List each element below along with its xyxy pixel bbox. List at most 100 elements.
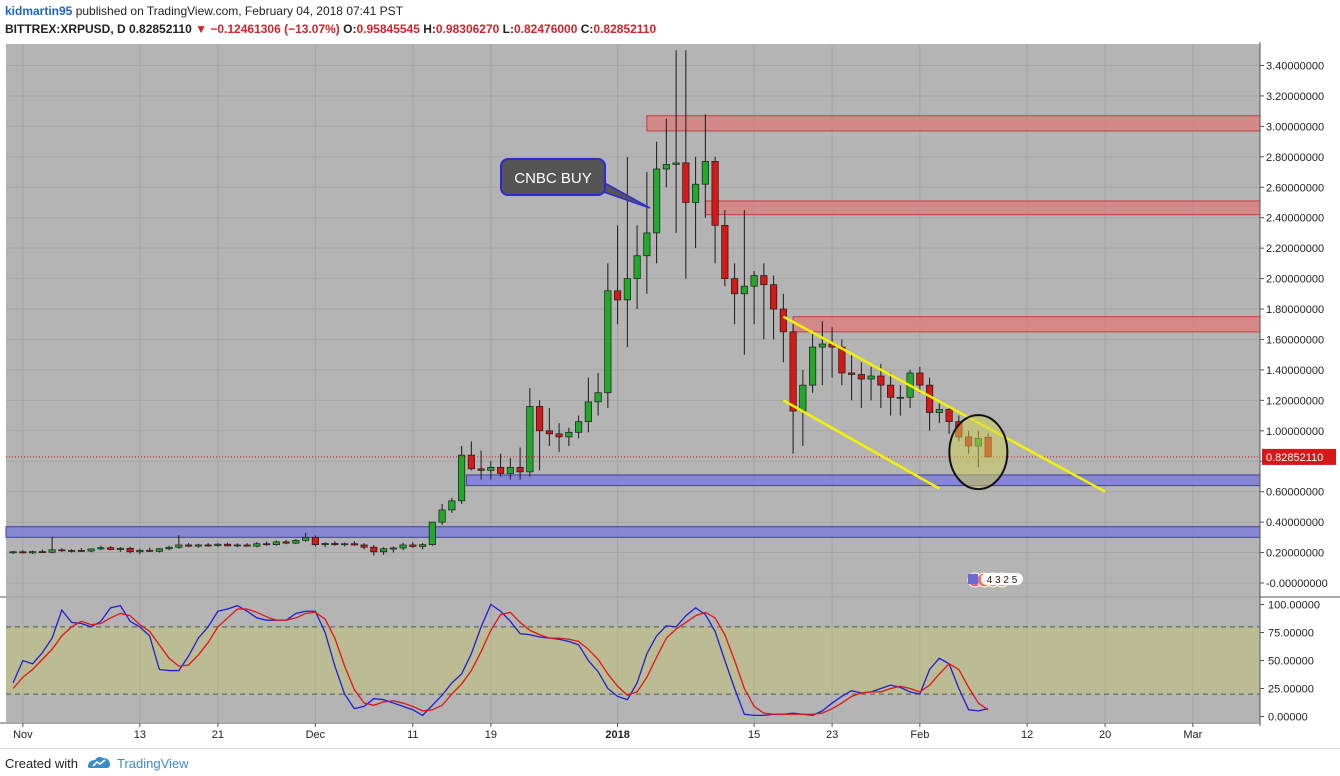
candle-body (370, 546, 378, 553)
candle-body (68, 550, 76, 552)
resistance-zone (646, 115, 1261, 132)
candle-body (389, 547, 397, 550)
candle-body (584, 401, 592, 423)
channel-lower-line (782, 399, 940, 490)
candle-body (565, 431, 573, 438)
tradingview-logo-icon (88, 756, 110, 768)
candle-body (243, 544, 251, 547)
candle-body (350, 543, 358, 546)
candle-body (711, 161, 719, 226)
candle-body (107, 547, 115, 550)
candle-body (311, 536, 319, 545)
high-label: H: (423, 22, 436, 36)
price-tick-label: 2.80000000 (1266, 152, 1324, 164)
candle-body (643, 232, 651, 257)
author-link[interactable]: kidmartin95 (5, 4, 73, 18)
candle-body (896, 396, 904, 399)
chart-area[interactable]: CNBC BUY 4 3 2 5 3.40000000 3.20000000 3.00… (0, 42, 1340, 748)
stochastic-tick-label: 100.00000 (1268, 600, 1320, 612)
time-tick-label: 23 (826, 729, 838, 741)
time-axis[interactable]: Nov 13 21 Dec 11 19 2018 15 23 Feb 12 20 Mar (0, 722, 1260, 741)
support-zone (5, 526, 1261, 538)
price-tick-label: 1.60000000 (1266, 334, 1324, 346)
axis-bg (1260, 42, 1340, 748)
candle-body (604, 290, 612, 394)
time-tick-label: 19 (485, 729, 497, 741)
candle-body (175, 544, 183, 548)
candle-body (809, 346, 817, 386)
time-tick-label: 12 (1021, 729, 1033, 741)
open-value: 0.95845545 (356, 22, 420, 36)
publish-line: kidmartin95 published on TradingView.com… (5, 4, 403, 18)
time-tick-label: 2018 (605, 729, 629, 741)
candle-body (19, 551, 27, 554)
candle-body (331, 543, 339, 545)
candle-body (614, 290, 622, 301)
candle-body (633, 255, 641, 279)
candle-body (779, 308, 787, 333)
oscillator-layer (6, 603, 1260, 717)
price-tick-label: 3.40000000 (1266, 61, 1324, 73)
stochastic-tick-label: 75.00000 (1268, 628, 1314, 640)
candle-body (477, 468, 485, 471)
price-tick-label: 0.60000000 (1266, 487, 1324, 499)
candle-body (399, 544, 407, 549)
candle-body (877, 375, 885, 386)
candle-body (194, 544, 202, 547)
time-tick-label: 21 (212, 729, 224, 741)
candle-body (623, 278, 631, 301)
candle-body (126, 547, 134, 553)
candle-body (77, 550, 85, 552)
price-axis[interactable]: 3.40000000 3.20000000 3.00000000 2.80000000… (0, 42, 1340, 748)
time-tick-label: Dec (306, 729, 326, 741)
callout-text: CNBC BUY (514, 170, 592, 187)
candle-body (692, 183, 700, 203)
stochastic-tick-label: 25.00000 (1268, 684, 1314, 696)
candle-body (760, 275, 768, 286)
candle-body (653, 168, 661, 234)
tradingview-link[interactable]: TradingView (117, 756, 189, 771)
stochastic-tick-label: 50.00000 (1268, 656, 1314, 668)
candle-body (97, 547, 105, 550)
candle-body (224, 543, 232, 547)
candle-body (9, 551, 17, 554)
candle-body (428, 521, 436, 545)
candle-body (526, 406, 534, 473)
stochastic-k-line (12, 603, 989, 717)
close-value: 0.82852110 (593, 22, 657, 36)
candle-body (789, 331, 797, 412)
candle-body (419, 544, 427, 547)
candle-body (945, 409, 953, 423)
change-arrow-icon: ▼ (195, 22, 208, 36)
stochastic-band (6, 626, 1260, 695)
high-value: 0.98306270 (435, 22, 500, 36)
flag-icon (968, 574, 978, 584)
price-tick-label: 2.40000000 (1266, 213, 1324, 225)
candle-body (516, 466, 524, 473)
candle-body (253, 543, 261, 547)
candle-body (165, 546, 173, 550)
candle-body (29, 551, 37, 554)
change-value: −0.12461306 (−13.07%) (210, 22, 340, 36)
price-tick-label: 0.40000000 (1266, 517, 1324, 529)
candle-body (58, 549, 66, 552)
symbol-label[interactable]: BITTREX:XRPUSD, D (5, 22, 126, 36)
candle-body (38, 551, 46, 553)
created-with-label: Created with (5, 756, 78, 771)
support-zone (465, 474, 1261, 487)
ohlc-line: BITTREX:XRPUSD, D 0.82852110 ▼ −0.124613… (5, 22, 656, 36)
candle-body (458, 454, 466, 502)
price-tick-label: 3.00000000 (1266, 121, 1324, 133)
candle-body (497, 466, 505, 474)
candle-body (799, 384, 807, 412)
candle-body (662, 164, 670, 170)
last-price-tag-label: 0.82852110 (1266, 452, 1323, 464)
price-tick-label: 3.20000000 (1266, 91, 1324, 103)
price-tick-label: 2.20000000 (1266, 243, 1324, 255)
candle-body (438, 509, 446, 523)
price-tick-label: 2.60000000 (1266, 182, 1324, 194)
stochastic-pane[interactable] (6, 598, 1260, 722)
low-value: 0.82476000 (514, 22, 578, 36)
candle-body (536, 406, 544, 432)
candle-body (448, 500, 456, 511)
